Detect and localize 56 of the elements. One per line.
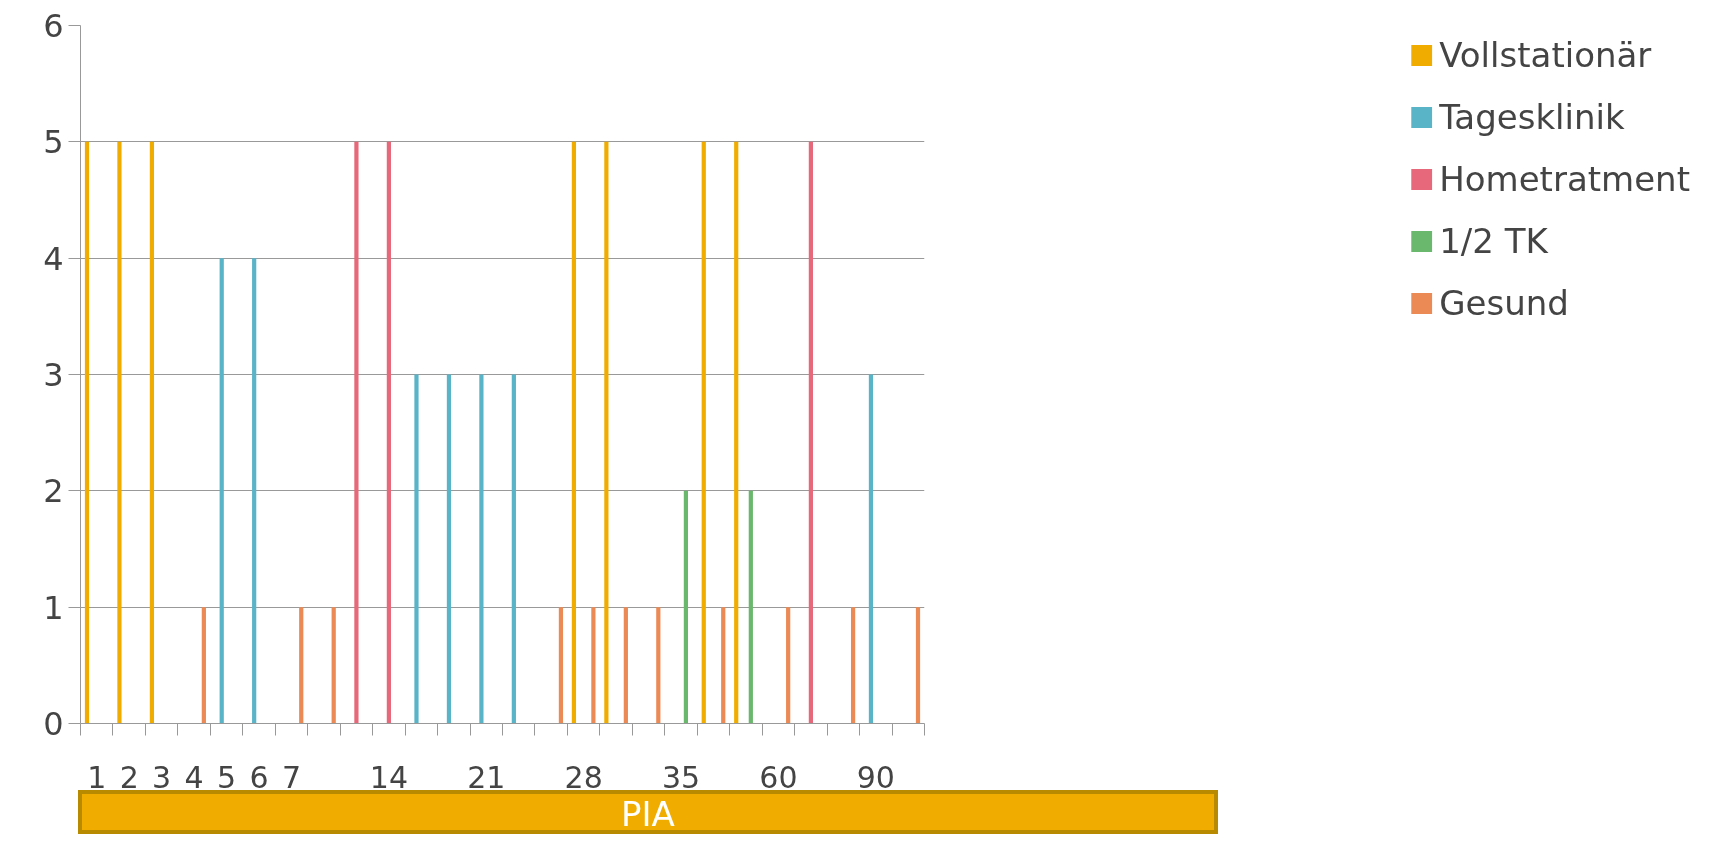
legend-label: Gesund — [1439, 283, 1569, 323]
y-tick-label: 0 — [43, 705, 64, 743]
bar — [386, 141, 391, 724]
bar — [299, 607, 304, 724]
bar — [915, 607, 921, 724]
bar — [331, 607, 336, 724]
bar — [149, 141, 155, 724]
x-tick-label: 2 — [119, 759, 139, 795]
bar — [591, 607, 596, 724]
bar — [701, 141, 706, 724]
bar — [446, 374, 452, 724]
x-axis-title: PIA — [621, 794, 675, 834]
bar — [219, 258, 224, 724]
x-tick-label: 28 — [564, 759, 603, 795]
legend-label: Hometratment — [1439, 159, 1690, 199]
y-tick-label: 5 — [43, 123, 64, 162]
x-tick-label: 6 — [249, 759, 269, 795]
x-tick-label: 5 — [217, 759, 237, 795]
x-tick-label: 4 — [184, 759, 204, 795]
y-tick-label: 3 — [43, 356, 64, 394]
legend-label: Vollstationär — [1439, 35, 1652, 75]
x-tick-label: 1 — [87, 759, 107, 795]
x-tick-label: 14 — [369, 759, 408, 795]
bar — [252, 258, 257, 724]
legend-label: 1/2 TK — [1439, 221, 1548, 261]
legend-label: Tagesklinik — [1439, 97, 1625, 137]
bar — [683, 490, 689, 724]
x-tick-label: 3 — [152, 759, 172, 795]
y-tick-label: 1 — [43, 588, 64, 627]
bar — [734, 141, 739, 724]
x-tick-label: 60 — [759, 759, 798, 795]
y-tick-label: 6 — [43, 7, 64, 45]
y-tick-label: 2 — [43, 472, 64, 511]
bar — [623, 607, 628, 724]
bar — [479, 374, 484, 724]
x-tick-label: 35 — [661, 759, 701, 795]
bar — [511, 374, 516, 724]
bar — [786, 607, 791, 724]
bar — [414, 374, 419, 724]
bar — [604, 141, 609, 724]
bar — [868, 374, 874, 724]
bar — [201, 607, 206, 724]
x-tick-label: 90 — [856, 759, 895, 795]
bar — [354, 141, 359, 724]
bar — [117, 141, 122, 724]
bar — [571, 141, 577, 724]
bar — [850, 607, 856, 724]
y-tick-label: 4 — [43, 239, 64, 278]
bar — [558, 607, 564, 724]
bar — [656, 607, 661, 724]
x-tick-label: 21 — [467, 759, 506, 795]
bar — [84, 141, 90, 724]
bar — [808, 141, 813, 724]
bar — [748, 490, 753, 724]
x-tick-label: 7 — [281, 759, 302, 795]
bar — [721, 607, 726, 724]
